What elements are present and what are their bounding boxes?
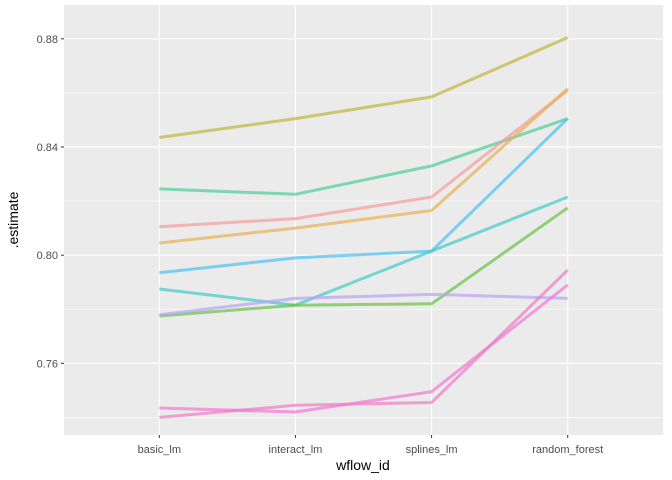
series-line	[159, 195, 569, 307]
x-tick-label: random_forest	[532, 444, 603, 456]
series-line	[159, 89, 569, 229]
y-tick-label: 0.76	[37, 358, 58, 370]
x-tick-label: splines_lm	[406, 444, 458, 456]
x-axis-ticks: basic_lm interact_lm splines_lm random_fore…	[138, 435, 603, 456]
series-line	[159, 206, 569, 318]
series-line	[159, 292, 568, 317]
x-tick-label: basic_lm	[138, 444, 181, 456]
y-tick-label: 0.88	[37, 34, 58, 46]
series-line	[159, 268, 569, 419]
x-axis-title: wflow_id	[335, 457, 390, 473]
y-axis-title: .estimate	[5, 191, 21, 248]
series-line	[159, 117, 569, 275]
series-line	[159, 87, 569, 245]
x-tick-label: interact_lm	[269, 444, 323, 456]
series-lines	[159, 36, 569, 419]
series-line	[159, 36, 569, 139]
y-tick-label: 0.80	[37, 250, 58, 262]
y-axis-ticks: 0.76 0.80 0.84 0.88	[37, 34, 64, 370]
y-tick-label: 0.84	[37, 142, 58, 154]
